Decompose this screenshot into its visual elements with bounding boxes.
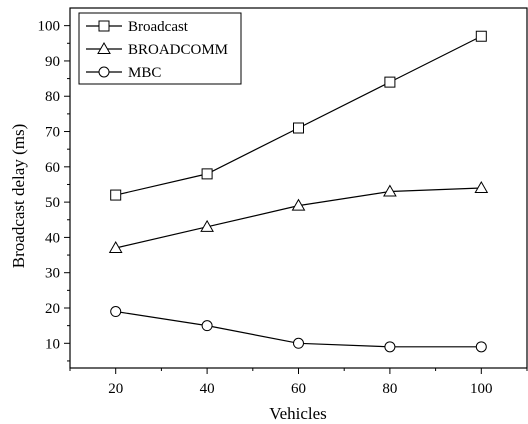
legend: Broadcast BROADCOMM MBC	[78, 12, 242, 85]
data-point	[475, 341, 487, 353]
series-mbc	[110, 306, 487, 353]
data-point	[383, 184, 397, 197]
data-point	[291, 198, 306, 211]
x-tick-label: 20	[108, 381, 123, 397]
y-tick-label: 100	[38, 19, 61, 35]
data-point	[293, 122, 304, 134]
series-broadcomm	[108, 180, 489, 253]
x-axis-label: Vehicles	[269, 404, 327, 423]
y-tick-label: 30	[45, 266, 60, 282]
data-point	[108, 240, 123, 253]
data-point	[474, 180, 489, 193]
legend-label: BROADCOMM	[128, 42, 228, 58]
data-point	[475, 30, 487, 42]
data-point	[110, 189, 122, 201]
data-point	[200, 219, 214, 232]
axes: 20 40 60 80 100 10 20 30 40 50 60 70 80 90 100	[38, 7, 528, 397]
legend-item: MBC	[86, 65, 161, 81]
y-tick-label: 80	[45, 89, 60, 105]
legend-marker	[97, 41, 111, 54]
y-tick-label: 10	[45, 336, 60, 352]
data-point	[110, 306, 122, 318]
x-tick-label: 40	[200, 381, 215, 397]
legend-marker	[98, 66, 110, 78]
y-tick-label: 20	[45, 301, 60, 317]
y-tick-label: 70	[45, 125, 60, 141]
y-tick-label: 90	[45, 54, 60, 70]
x-tick-label: 60	[291, 381, 306, 397]
data-point	[293, 337, 304, 349]
data-point	[384, 76, 396, 88]
series-layer	[108, 30, 489, 353]
y-tick-label: 50	[45, 195, 60, 211]
y-tick-label: 60	[45, 160, 60, 176]
data-point	[201, 320, 213, 332]
legend-item: BROADCOMM	[86, 41, 228, 58]
data-point	[201, 168, 213, 180]
legend-label: MBC	[128, 65, 161, 81]
y-axis-label: Broadcast delay (ms)	[9, 124, 28, 268]
series-line	[115, 187, 482, 249]
x-tick-label: 80	[382, 381, 397, 397]
legend-label: Broadcast	[128, 19, 189, 35]
legend-item: Broadcast	[86, 19, 189, 35]
series-broadcast	[110, 30, 487, 201]
data-point	[384, 341, 396, 353]
x-tick-label: 100	[470, 381, 493, 397]
y-tick-label: 40	[45, 230, 60, 246]
legend-marker	[98, 20, 110, 32]
